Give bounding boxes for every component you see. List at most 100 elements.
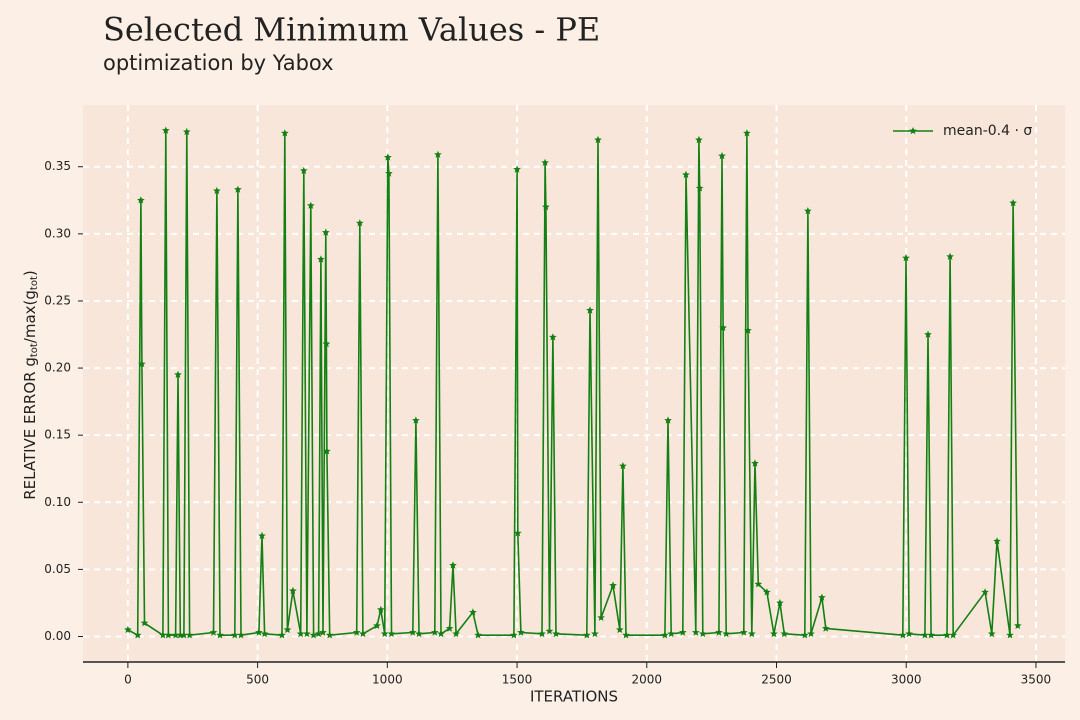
point-marker xyxy=(807,629,815,638)
x-tick-label: 2000 xyxy=(632,673,663,687)
point-marker xyxy=(325,631,334,639)
point-marker xyxy=(517,628,525,636)
point-marker xyxy=(171,631,180,639)
point-marker xyxy=(296,629,305,638)
x-tick-label: 1500 xyxy=(502,673,533,687)
point-marker xyxy=(1009,199,1017,207)
point-marker xyxy=(927,631,935,639)
point-marker xyxy=(981,588,989,596)
point-marker xyxy=(437,629,445,638)
chart-subtitle: optimization by Yabox xyxy=(103,51,334,75)
point-marker xyxy=(622,631,630,639)
point-marker xyxy=(763,588,771,596)
point-marker xyxy=(616,625,624,633)
point-marker xyxy=(718,152,726,160)
point-marker xyxy=(722,629,730,638)
point-marker xyxy=(549,333,557,341)
point-marker xyxy=(260,629,269,638)
point-marker xyxy=(209,628,218,636)
point-marker xyxy=(597,613,605,621)
point-marker xyxy=(176,631,185,639)
plot-area xyxy=(83,105,1065,662)
point-marker xyxy=(434,150,442,158)
point-marker xyxy=(124,625,132,633)
legend-label: mean-0.4 · σ xyxy=(943,123,1032,139)
point-marker xyxy=(1014,621,1022,629)
point-marker xyxy=(449,561,457,569)
point-marker xyxy=(921,631,929,639)
point-marker xyxy=(1006,631,1014,639)
point-marker xyxy=(661,631,669,639)
point-marker xyxy=(754,580,763,588)
point-marker xyxy=(373,621,381,629)
point-marker xyxy=(586,306,594,314)
point-marker xyxy=(988,629,996,638)
point-marker xyxy=(174,370,182,378)
point-marker xyxy=(905,629,913,638)
point-marker xyxy=(352,628,361,636)
point-marker xyxy=(431,628,439,636)
point-marker xyxy=(138,360,146,368)
point-marker xyxy=(902,254,910,262)
y-tick-label: 0.25 xyxy=(44,293,71,307)
point-marker xyxy=(538,629,546,638)
point-marker xyxy=(213,186,221,195)
point-marker xyxy=(415,629,423,638)
point-marker xyxy=(514,529,522,537)
chart-title: Selected Minimum Values - PE xyxy=(103,11,600,49)
y-tick-label: 0.10 xyxy=(44,495,71,509)
point-marker xyxy=(231,631,239,639)
point-marker xyxy=(317,255,325,263)
point-marker xyxy=(314,629,323,638)
point-marker xyxy=(323,447,331,455)
point-marker xyxy=(300,166,308,174)
y-label-subscript: tot xyxy=(29,343,40,357)
point-marker xyxy=(469,608,477,616)
point-marker xyxy=(804,207,812,215)
point-marker xyxy=(180,631,188,639)
x-tick-label: 3500 xyxy=(1021,673,1052,687)
y-label-part: /max(g xyxy=(21,290,39,343)
point-marker xyxy=(356,219,364,227)
point-marker xyxy=(664,416,672,424)
point-marker xyxy=(289,586,297,595)
point-marker xyxy=(818,593,826,601)
point-marker xyxy=(899,631,907,639)
x-tick-label: 3000 xyxy=(891,673,922,687)
point-marker xyxy=(591,629,599,638)
point-marker xyxy=(162,126,170,134)
x-tick-label: 0 xyxy=(124,673,132,687)
point-marker xyxy=(234,185,242,193)
point-marker xyxy=(387,629,396,638)
y-label-part: ) xyxy=(21,270,39,276)
point-marker xyxy=(594,135,602,144)
point-marker xyxy=(412,416,420,424)
point-marker xyxy=(695,135,703,144)
point-marker xyxy=(303,629,311,638)
point-marker xyxy=(770,629,778,638)
point-marker xyxy=(993,537,1001,545)
point-marker xyxy=(385,169,393,177)
point-marker xyxy=(185,631,194,639)
x-tick-label: 2500 xyxy=(761,673,792,687)
point-marker xyxy=(216,631,224,639)
point-marker xyxy=(743,129,751,137)
point-marker xyxy=(309,631,318,639)
y-label-part: RELATIVE ERROR g xyxy=(21,357,39,500)
point-marker xyxy=(237,631,245,639)
point-marker xyxy=(258,531,266,540)
point-marker xyxy=(699,629,707,638)
y-tick-label: 0.20 xyxy=(44,361,71,375)
x-tick-label: 1000 xyxy=(372,673,403,687)
y-tick-label: 0.30 xyxy=(44,226,71,240)
point-marker xyxy=(452,629,460,638)
point-marker xyxy=(692,628,700,636)
point-marker xyxy=(552,629,560,638)
point-marker xyxy=(682,170,690,178)
point-marker xyxy=(943,631,951,639)
point-marker xyxy=(307,201,315,209)
point-marker xyxy=(384,153,392,161)
point-marker xyxy=(667,629,675,638)
point-marker xyxy=(695,184,704,192)
